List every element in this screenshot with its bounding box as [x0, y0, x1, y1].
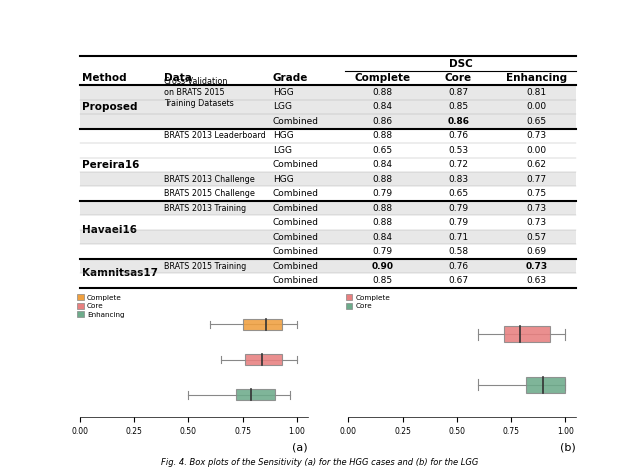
Text: Pereira16: Pereira16 [82, 160, 140, 170]
Text: BRATS 2015 Training: BRATS 2015 Training [164, 262, 246, 271]
Text: 0.79: 0.79 [372, 247, 392, 256]
Text: Combined: Combined [273, 233, 319, 242]
Text: 0.65: 0.65 [372, 146, 392, 155]
Text: 0.65: 0.65 [526, 117, 547, 126]
Text: 0.85: 0.85 [372, 276, 392, 285]
Text: 0.67: 0.67 [448, 276, 468, 285]
Bar [244, 354, 282, 365]
Text: Combined: Combined [273, 160, 319, 169]
Text: 0.88: 0.88 [372, 204, 392, 213]
Text: 0.84: 0.84 [372, 233, 392, 242]
Text: BRATS 2013 Challenge: BRATS 2013 Challenge [164, 175, 255, 184]
Text: 0.88: 0.88 [372, 88, 392, 97]
Text: 0.76: 0.76 [448, 131, 468, 140]
Text: 0.77: 0.77 [526, 175, 547, 184]
Bar [80, 201, 576, 215]
Bar [526, 377, 565, 393]
Text: 0.63: 0.63 [526, 276, 547, 285]
Text: Method: Method [82, 73, 127, 83]
Text: Combined: Combined [273, 117, 319, 126]
Text: HGG: HGG [273, 88, 294, 97]
Text: Combined: Combined [273, 218, 319, 227]
Bar [80, 85, 576, 100]
Bar [80, 259, 576, 273]
Text: 0.79: 0.79 [448, 218, 468, 227]
Bar [80, 114, 576, 129]
Bar [236, 389, 275, 400]
Legend: Complete, Core, Enhancing: Complete, Core, Enhancing [74, 291, 127, 321]
Text: HGG: HGG [273, 131, 294, 140]
Text: 0.81: 0.81 [526, 88, 547, 97]
Text: Combined: Combined [273, 262, 319, 271]
Text: 0.86: 0.86 [447, 117, 469, 126]
Text: LGG: LGG [273, 146, 292, 155]
Text: BRATS 2013 Leaderboard: BRATS 2013 Leaderboard [164, 131, 266, 140]
Text: 0.84: 0.84 [372, 102, 392, 112]
Text: 0.88: 0.88 [372, 131, 392, 140]
Text: Combined: Combined [273, 247, 319, 256]
Text: 0.62: 0.62 [526, 160, 547, 169]
Text: LGG: LGG [273, 102, 292, 112]
Text: 0.88: 0.88 [372, 218, 392, 227]
Text: Core: Core [445, 73, 472, 83]
Text: 0.76: 0.76 [448, 262, 468, 271]
Text: 0.75: 0.75 [526, 189, 547, 198]
Text: 0.00: 0.00 [526, 102, 547, 112]
Text: 0.73: 0.73 [526, 131, 547, 140]
Text: 0.79: 0.79 [372, 189, 392, 198]
Text: Combined: Combined [273, 189, 319, 198]
Text: Kamnitsas17: Kamnitsas17 [82, 268, 158, 278]
Text: Combined: Combined [273, 204, 319, 213]
Text: 0.84: 0.84 [372, 160, 392, 169]
Text: Complete: Complete [355, 73, 411, 83]
Text: 0.83: 0.83 [448, 175, 468, 184]
Bar [80, 172, 576, 187]
Text: 0.85: 0.85 [448, 102, 468, 112]
Text: Havaei16: Havaei16 [82, 225, 137, 235]
Bar [243, 319, 282, 330]
Legend: Complete, Core: Complete, Core [343, 291, 393, 312]
Text: BRATS 2013 Training: BRATS 2013 Training [164, 204, 246, 213]
Text: Data: Data [164, 73, 192, 83]
Text: 0.73: 0.73 [525, 262, 547, 271]
Text: BRATS 2015 Challenge: BRATS 2015 Challenge [164, 189, 255, 198]
Text: 0.57: 0.57 [526, 233, 547, 242]
Text: 0.69: 0.69 [526, 247, 547, 256]
Text: Proposed: Proposed [82, 102, 138, 112]
Text: Cross-Validation
on BRATS 2015
Training Datasets: Cross-Validation on BRATS 2015 Training … [164, 77, 234, 108]
Text: 0.87: 0.87 [448, 88, 468, 97]
Text: 0.90: 0.90 [372, 262, 394, 271]
Text: HGG: HGG [273, 175, 294, 184]
Text: 0.86: 0.86 [372, 117, 392, 126]
Text: Fig. 4. Box plots of the Sensitivity (a) for the HGG cases and (b) for the LGG: Fig. 4. Box plots of the Sensitivity (a)… [161, 458, 479, 467]
Text: Combined: Combined [273, 276, 319, 285]
Text: 0.71: 0.71 [448, 233, 468, 242]
Text: 0.79: 0.79 [448, 204, 468, 213]
Text: (b): (b) [560, 443, 576, 453]
Text: 0.73: 0.73 [526, 204, 547, 213]
Bar [80, 100, 576, 114]
Text: Grade: Grade [273, 73, 308, 83]
Text: 0.53: 0.53 [448, 146, 468, 155]
Text: 0.65: 0.65 [448, 189, 468, 198]
Text: 0.88: 0.88 [372, 175, 392, 184]
Text: 0.73: 0.73 [526, 218, 547, 227]
Text: Enhancing: Enhancing [506, 73, 567, 83]
Text: 0.58: 0.58 [448, 247, 468, 256]
Text: (a): (a) [292, 443, 308, 453]
Text: 0.00: 0.00 [526, 146, 547, 155]
Text: DSC: DSC [449, 59, 472, 68]
Bar [80, 230, 576, 244]
Bar [504, 326, 550, 342]
Text: 0.72: 0.72 [448, 160, 468, 169]
